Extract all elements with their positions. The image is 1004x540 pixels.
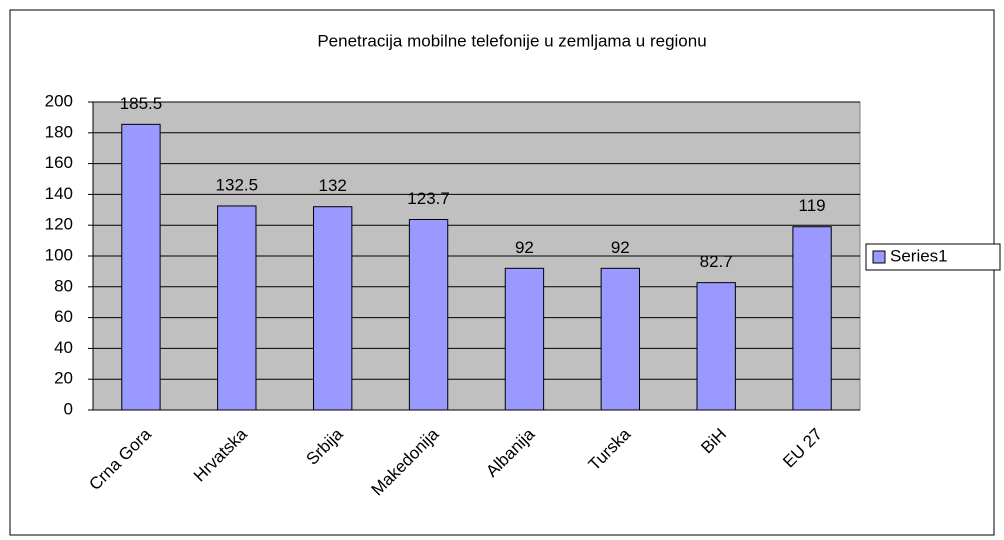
chart-title: Penetracija mobilne telefonije u zemljam… — [317, 31, 706, 50]
bar — [504, 267, 545, 411]
y-tick-label: 120 — [45, 215, 73, 234]
data-label: 132.5 — [216, 175, 259, 194]
bar — [121, 123, 161, 411]
y-tick-label: 40 — [54, 338, 73, 357]
bar — [217, 205, 257, 411]
data-label: 132 — [319, 176, 347, 195]
y-tick-label: 80 — [54, 276, 73, 295]
legend-box — [865, 243, 1001, 271]
bar — [313, 206, 353, 411]
y-tick-label: 0 — [64, 399, 73, 418]
data-label: 119 — [799, 196, 826, 215]
bar — [408, 219, 449, 411]
data-label: 92 — [515, 238, 534, 257]
legend-label: Series1 — [890, 246, 948, 265]
y-tick-label: 60 — [54, 307, 73, 326]
bar — [600, 267, 640, 411]
data-label: 82.7 — [700, 252, 733, 271]
y-tick-label: 100 — [45, 245, 73, 264]
y-tick-label: 20 — [54, 369, 73, 388]
legend-swatch — [872, 250, 886, 264]
bar — [792, 226, 832, 411]
bar — [696, 282, 736, 411]
y-tick-label: 140 — [45, 184, 73, 203]
y-tick-label: 160 — [45, 153, 73, 172]
data-label: 92 — [611, 238, 630, 257]
data-label: 123.7 — [407, 189, 450, 208]
data-label: 185.5 — [120, 94, 163, 113]
y-tick-label: 180 — [45, 122, 73, 141]
y-tick-label: 200 — [45, 91, 73, 110]
